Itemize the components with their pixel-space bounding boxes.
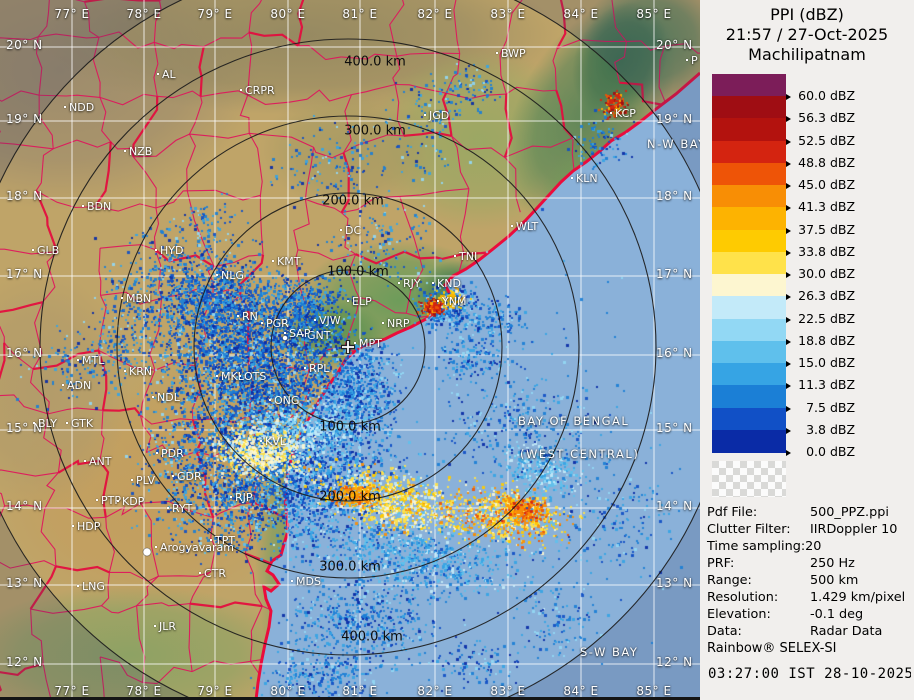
legend-arrow-icon: [786, 383, 791, 390]
parameter-label: Clutter Filter:: [707, 522, 791, 537]
parameter-row: PRF: 250 Hz: [707, 556, 912, 571]
parameter-row: Data: Radar Data: [707, 624, 912, 639]
legend-color-band: [712, 140, 786, 164]
parameter-label: Pdf File:: [707, 505, 758, 520]
legend-arrow-icon: [786, 138, 791, 145]
station-name: Machilipatnam: [748, 45, 866, 64]
range-rings-svg: [0, 0, 700, 697]
legend-color-band: [712, 429, 786, 453]
legend-color-band: [712, 251, 786, 275]
parameter-value: IIRDoppler 10: [810, 522, 898, 537]
info-panel: PPI (dBZ) 21:57 / 27-Oct-2025 Machilipat…: [700, 0, 914, 700]
parameter-label: Resolution:: [707, 590, 779, 605]
legend-color-band: [712, 296, 786, 320]
legend-arrow-icon: [786, 183, 791, 190]
legend-arrow-icon: [786, 361, 791, 368]
legend-threshold-label: 26.3 dBZ: [786, 289, 855, 303]
legend-threshold-label: 33.8 dBZ: [786, 244, 855, 259]
parameter-row: Elevation: -0.1 deg: [707, 607, 912, 622]
parameter-value: 500 km: [810, 573, 859, 588]
parameter-row: Pdf File: 500_PPZ.ppi: [707, 505, 912, 520]
parameter-row: Range: 500 km: [707, 573, 912, 588]
parameter-value: Radar Data: [810, 624, 883, 639]
legend-color-band: [712, 118, 786, 142]
legend-threshold-label: 22.5 dBZ: [786, 311, 855, 326]
legend-threshold-label: 18.8 dBZ: [786, 333, 855, 348]
parameter-label: Data:: [707, 624, 742, 639]
parameter-label: Elevation:: [707, 607, 771, 622]
legend-threshold-label: 45.0 dBZ: [786, 178, 855, 192]
legend-arrow-icon: [786, 249, 791, 256]
radar-map: 77° E 77° E 78° E 78° E 79° E 79° E 80° E 80° E…: [0, 0, 700, 700]
legend-arrow-icon: [786, 205, 791, 212]
legend-threshold-label: 11.3 dBZ: [786, 378, 855, 392]
legend-color-band: [712, 229, 786, 253]
parameter-row: Resolution: 1.429 km/pixel: [707, 590, 912, 605]
parameter-row: Clutter Filter: IIRDoppler 10: [707, 522, 912, 537]
legend-color-band: [712, 407, 786, 431]
legend-arrow-icon: [786, 94, 791, 101]
parameter-value: -0.1 deg: [810, 607, 864, 622]
legend-threshold-label: 15.0 dBZ: [786, 356, 855, 370]
legend-arrow-icon: [786, 316, 791, 323]
product-title: PPI (dBZ): [770, 5, 844, 24]
legend-color-band: [712, 185, 786, 208]
status-timestamp: 03:27:00 IST 28-10-2025: [708, 666, 911, 682]
parameter-label: Time sampling:: [707, 539, 806, 554]
legend-arrow-icon: [786, 272, 791, 279]
legend-arrow-icon: [786, 160, 791, 167]
legend-color-band: [712, 74, 786, 97]
legend-arrow-icon: [786, 427, 791, 434]
legend-threshold-label: 41.3 dBZ: [786, 200, 855, 214]
legend-arrow-icon: [786, 294, 791, 301]
parameter-value: 250 Hz: [810, 556, 855, 571]
legend-threshold-label: 3.8 dBZ: [786, 422, 855, 437]
legend-threshold-label: 56.3 dBZ: [786, 111, 855, 125]
scan-datetime: 21:57 / 27-Oct-2025: [725, 25, 889, 44]
legend-arrow-icon: [786, 116, 791, 123]
parameter-row: Time sampling:20: [707, 539, 912, 554]
legend-color-band: [712, 96, 786, 119]
parameter-value: 20: [805, 539, 822, 554]
parameter-value: 1.429 km/pixel: [810, 590, 906, 605]
legend-arrow-icon: [786, 450, 791, 457]
panel-title: PPI (dBZ) 21:57 / 27-Oct-2025 Machilipat…: [700, 5, 914, 65]
legend-threshold-label: 60.0 dBZ: [786, 89, 855, 103]
legend-threshold-label: 48.8 dBZ: [786, 155, 855, 170]
legend-color-band: [712, 207, 786, 231]
parameter-value: 500_PPZ.ppi: [810, 505, 889, 520]
parameter-label: Range:: [707, 573, 752, 588]
legend-color-band: [712, 274, 786, 297]
legend-color-band: [712, 162, 786, 186]
legend-arrow-icon: [786, 227, 791, 234]
legend-threshold-label: 0.0 dBZ: [786, 445, 855, 459]
legend-arrow-icon: [786, 338, 791, 345]
legend-color-band: [712, 385, 786, 409]
legend-threshold-label: 37.5 dBZ: [786, 222, 855, 237]
transparency-swatch: [712, 461, 786, 497]
legend-color-band: [712, 363, 786, 386]
legend-threshold-label: 52.5 dBZ: [786, 133, 855, 148]
legend-threshold-label: 7.5 dBZ: [786, 400, 855, 415]
legend-color-band: [712, 340, 786, 364]
legend-color-band: [712, 318, 786, 342]
legend-threshold-label: 30.0 dBZ: [786, 267, 855, 281]
brand-text: Rainbow® SELEX-SI: [707, 641, 837, 656]
parameter-label: PRF:: [707, 556, 735, 571]
legend-arrow-icon: [786, 405, 791, 412]
